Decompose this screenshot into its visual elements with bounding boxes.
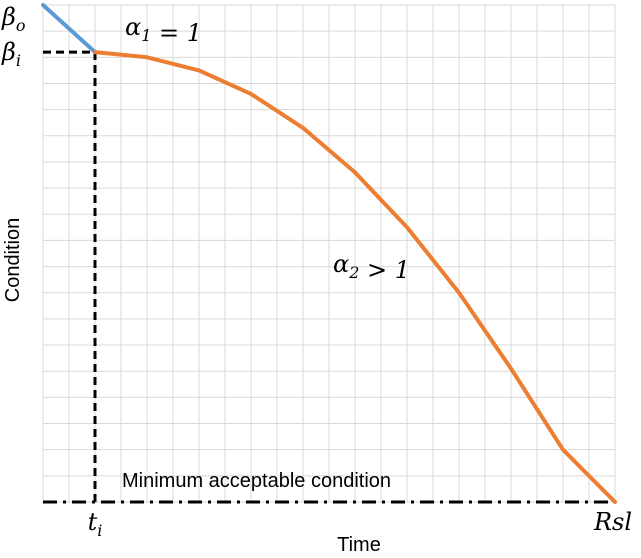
y-tick-beta-i: βi [1,38,21,70]
x-tick-rsl: Rsl [593,508,632,536]
y-tick-beta-o: βo [1,3,26,35]
grid [42,4,616,503]
series-label-alpha-1: α1 = 1 [125,13,202,47]
x-tick-t-i: ti [88,508,103,540]
y-axis-title: Condition [2,218,24,303]
reference-lines [43,50,615,504]
series-line-1 [41,3,97,55]
series-lines [41,3,617,504]
series-label-alpha-2: α2 > 1 [333,250,410,284]
x-axis-title: Time [337,534,381,556]
min-condition-label: Minimum acceptable condition [122,470,391,492]
series-line-2 [93,50,617,504]
